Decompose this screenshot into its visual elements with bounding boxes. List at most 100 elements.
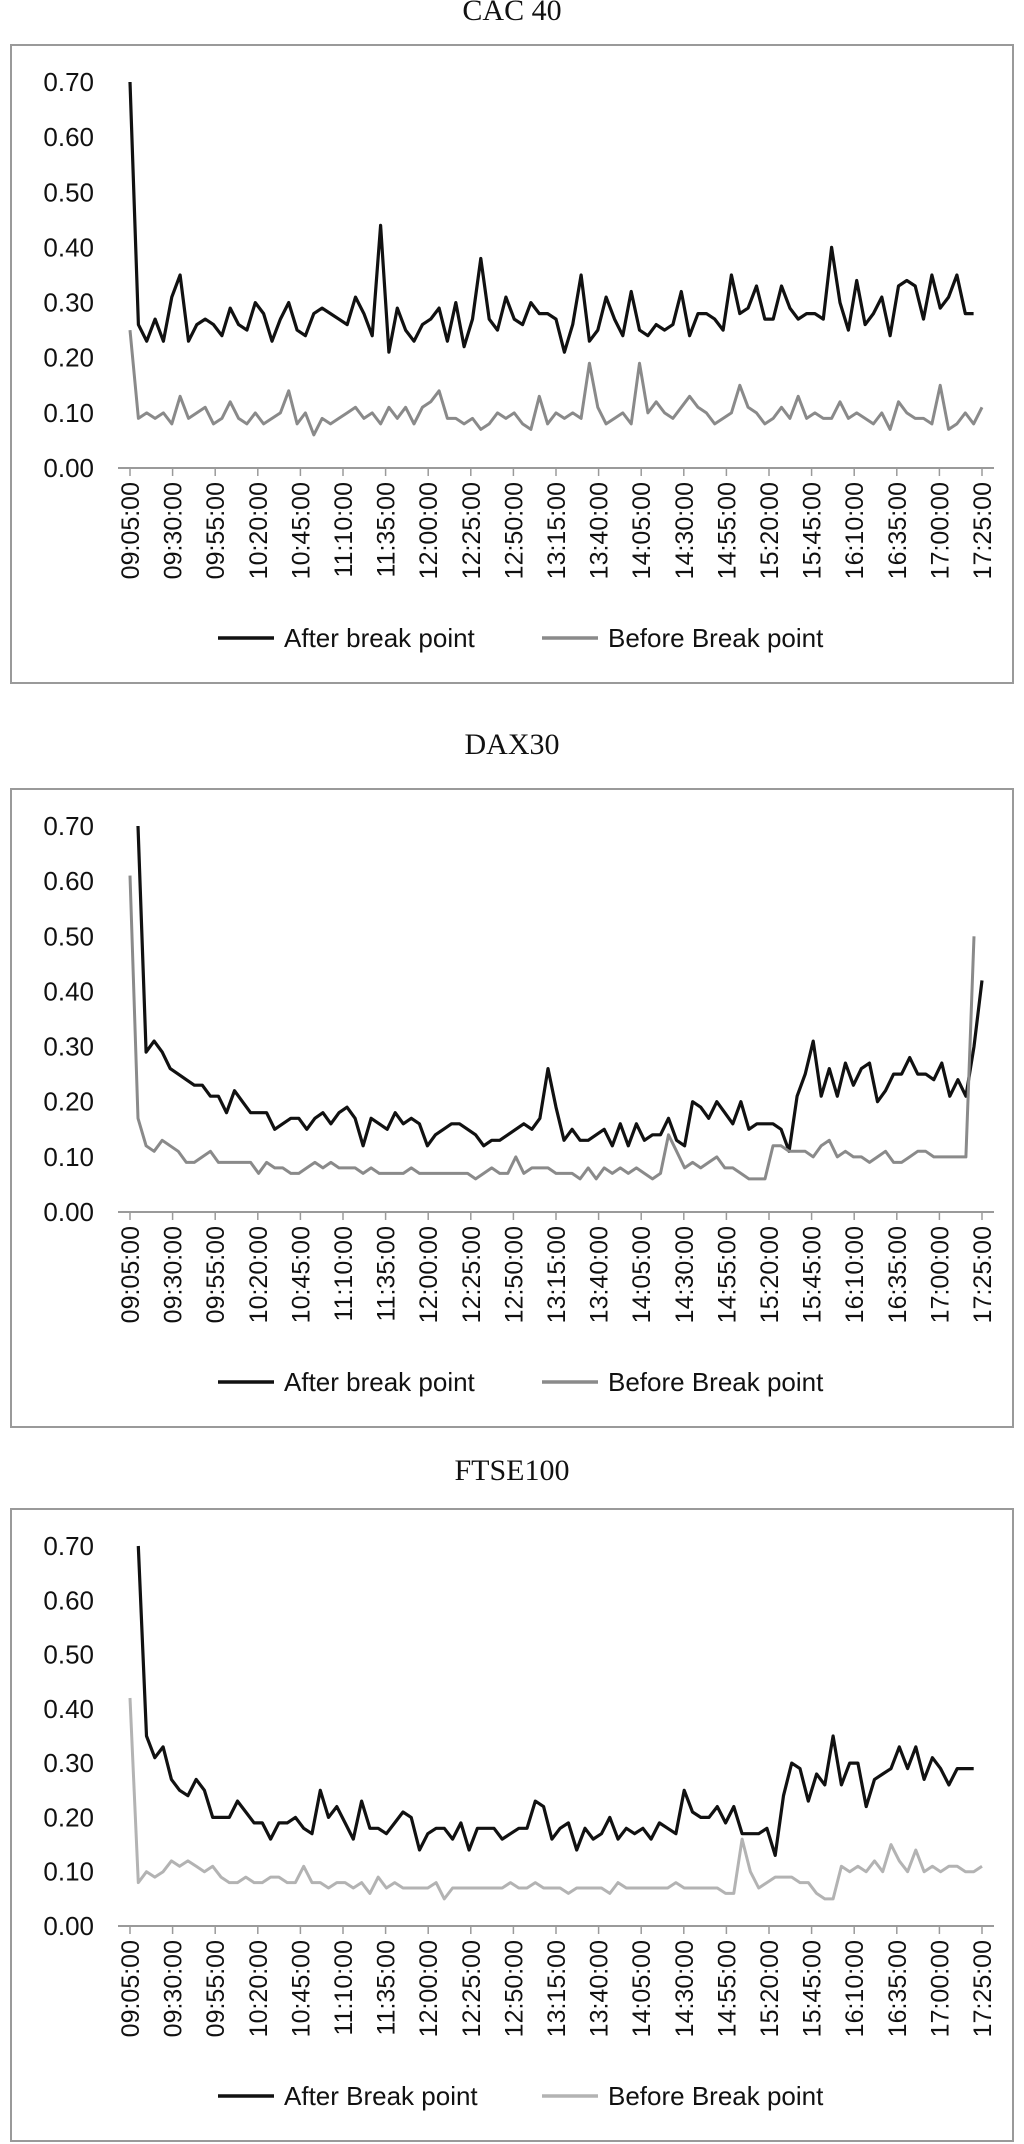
chart-frame: 0.00 0.10 0.20 0.30 0.40 0.50 0.60 0.70 09:05:00… — [10, 788, 1014, 1428]
chart-title: DAX30 — [464, 728, 560, 761]
x-tick-label: 15:45:00 — [799, 1226, 827, 1323]
y-tick-label: 0.60 — [43, 866, 94, 896]
series-line-after-break-point — [136, 1545, 974, 1857]
x-tick-label: 10:45:00 — [287, 482, 315, 579]
series-line-after-break-point — [136, 825, 984, 1153]
legend-label: After break point — [284, 623, 476, 653]
x-tick-label: 15:45:00 — [799, 482, 827, 579]
x-tick-label: 12:00:00 — [415, 1940, 443, 2037]
x-tick-label: 15:45:00 — [799, 1940, 827, 2037]
x-tick-label: 17:25:00 — [969, 1940, 997, 2037]
x-tick-label: 16:10:00 — [841, 1940, 869, 2037]
x-tick-label: 11:35:00 — [373, 482, 401, 577]
x-tick-label: 12:25:00 — [458, 1226, 486, 1323]
y-tick-label: 0.00 — [43, 1197, 94, 1227]
x-tick-label: 11:10:00 — [330, 1226, 358, 1321]
y-tick-label: 0.20 — [43, 343, 94, 373]
line-chart-dax30: 0.00 0.10 0.20 0.30 0.40 0.50 0.60 0.70 09:05:00… — [43, 811, 997, 1397]
x-tick-label: 14:30:00 — [671, 482, 699, 579]
y-tick-label: 0.30 — [43, 1748, 94, 1778]
line-chart-cac40: 0.00 0.10 0.20 0.30 0.40 0.50 0.60 0.70 09:05:00… — [43, 67, 997, 653]
y-tick-label: 0.40 — [43, 1694, 94, 1724]
x-tick-label: 10:20:00 — [245, 1940, 273, 2037]
x-tick-label: 10:45:00 — [287, 1940, 315, 2037]
x-tick-label: 14:55:00 — [713, 1226, 741, 1323]
y-tick-label: 0.60 — [43, 122, 94, 152]
x-tick-label: 14:30:00 — [671, 1940, 699, 2037]
y-tick-label: 0.00 — [43, 453, 94, 483]
x-tick-label: 09:55:00 — [202, 1226, 230, 1323]
y-tick-label: 0.70 — [43, 67, 94, 97]
x-tick-label: 09:05:00 — [117, 482, 145, 579]
x-tick-label: 16:35:00 — [884, 1940, 912, 2037]
x-tick-label: 10:20:00 — [245, 1226, 273, 1323]
y-tick-label: 0.20 — [43, 1802, 94, 1832]
x-tick-label: 12:25:00 — [458, 1940, 486, 2037]
y-tick-label: 0.30 — [43, 288, 94, 318]
legend-label: Before Break point — [608, 1367, 824, 1397]
x-tick-label: 14:05:00 — [628, 1940, 656, 2037]
y-tick-label: 0.60 — [43, 1585, 94, 1615]
x-tick-label: 11:35:00 — [373, 1226, 401, 1321]
legend-label: After break point — [284, 1367, 476, 1397]
x-tick-label: 13:40:00 — [586, 1226, 614, 1323]
x-tick-label: 17:25:00 — [969, 1226, 997, 1323]
x-tick-label: 09:05:00 — [117, 1940, 145, 2037]
chart-title: FTSE100 — [454, 1454, 570, 1487]
x-tick-label: 11:10:00 — [330, 1940, 358, 2035]
x-tick-label: 13:15:00 — [543, 1226, 571, 1323]
x-tick-label: 09:30:00 — [160, 1226, 188, 1323]
x-tick-label: 13:15:00 — [543, 482, 571, 579]
y-tick-label: 0.70 — [43, 1531, 94, 1561]
y-tick-label: 0.10 — [43, 1857, 94, 1887]
x-tick-label: 14:05:00 — [628, 1226, 656, 1323]
x-tick-label: 10:20:00 — [245, 482, 273, 579]
x-tick-label: 12:50:00 — [500, 1940, 528, 2037]
chart-frame: 0.00 0.10 0.20 0.30 0.40 0.50 0.60 0.70 09:05:00… — [10, 1508, 1014, 2142]
x-tick-label: 11:35:00 — [373, 1940, 401, 2035]
y-tick-label: 0.00 — [43, 1911, 94, 1941]
series-line-before-break-point — [128, 329, 984, 437]
x-tick-label: 17:25:00 — [969, 482, 997, 579]
x-tick-label: 13:40:00 — [586, 482, 614, 579]
y-tick-label: 0.40 — [43, 232, 94, 262]
x-tick-label: 10:45:00 — [287, 1226, 315, 1323]
x-tick-label: 09:55:00 — [202, 1940, 230, 2037]
chart-panel-dax30: DAX30 0.00 0.10 0.20 0.30 0.40 0.50 0.60 0.70 09… — [0, 728, 1024, 1430]
x-tick-label: 15:20:00 — [756, 482, 784, 579]
legend-label: After Break point — [284, 2081, 478, 2111]
x-tick-label: 15:20:00 — [756, 1940, 784, 2037]
y-tick-label: 0.30 — [43, 1032, 94, 1062]
y-tick-label: 0.20 — [43, 1087, 94, 1117]
x-tick-label: 14:30:00 — [671, 1226, 699, 1323]
x-tick-label: 12:00:00 — [415, 482, 443, 579]
y-tick-label: 0.40 — [43, 976, 94, 1006]
x-tick-label: 12:25:00 — [458, 482, 486, 579]
y-tick-label: 0.50 — [43, 177, 94, 207]
x-tick-label: 14:55:00 — [713, 1940, 741, 2037]
x-tick-label: 16:35:00 — [884, 1226, 912, 1323]
x-tick-label: 16:10:00 — [841, 482, 869, 579]
series-line-after-break-point — [128, 81, 974, 354]
x-tick-label: 09:30:00 — [160, 1940, 188, 2037]
x-tick-label: 17:00:00 — [926, 1940, 954, 2037]
chart-frame: 0.00 0.10 0.20 0.30 0.40 0.50 0.60 0.70 09:05:00… — [10, 44, 1014, 684]
y-tick-label: 0.50 — [43, 1640, 94, 1670]
y-tick-label: 0.10 — [43, 1142, 94, 1172]
x-tick-label: 14:05:00 — [628, 482, 656, 579]
chart-panel-ftse100: FTSE100 0.00 0.10 0.20 0.30 0.40 0.50 0.60 0.70… — [0, 1452, 1024, 2144]
x-tick-label: 12:50:00 — [500, 482, 528, 579]
x-tick-label: 17:00:00 — [926, 482, 954, 579]
legend-label: Before Break point — [608, 2081, 824, 2111]
x-tick-label: 13:40:00 — [586, 1940, 614, 2037]
x-tick-label: 09:55:00 — [202, 482, 230, 579]
line-chart-ftse100: 0.00 0.10 0.20 0.30 0.40 0.50 0.60 0.70 09:05:00… — [43, 1531, 997, 2111]
y-tick-label: 0.50 — [43, 921, 94, 951]
x-tick-label: 14:55:00 — [713, 482, 741, 579]
chart-panel-cac40: CAC 40 0.00 0.10 0.20 0.30 0.40 0.50 0.60 0.70 0… — [0, 0, 1024, 690]
series-line-before-break-point — [128, 875, 976, 1181]
x-tick-label: 12:50:00 — [500, 1226, 528, 1323]
x-tick-label: 12:00:00 — [415, 1226, 443, 1323]
x-tick-label: 11:10:00 — [330, 482, 358, 577]
y-tick-label: 0.10 — [43, 398, 94, 428]
